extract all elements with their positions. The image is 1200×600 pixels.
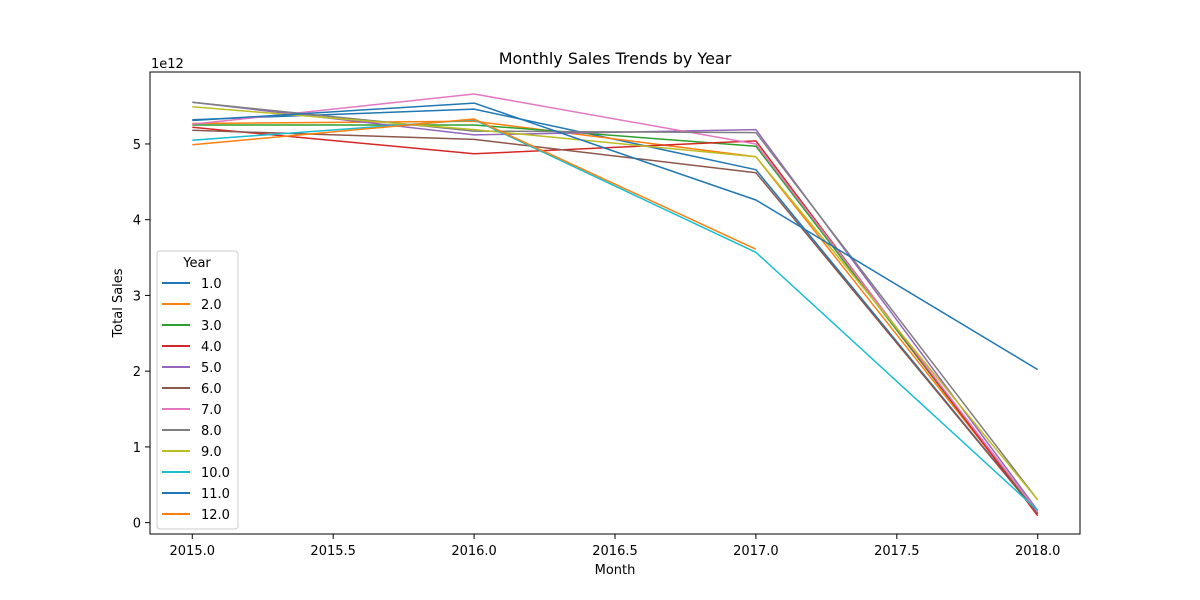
series-line-2-0 bbox=[192, 120, 1039, 514]
series-line-9-0 bbox=[192, 106, 1039, 501]
x-tick-label: 2018.0 bbox=[1015, 544, 1061, 559]
legend-label: 1.0 bbox=[201, 277, 222, 292]
series-line-10-0 bbox=[192, 118, 1039, 512]
x-tick-label: 2016.5 bbox=[592, 544, 638, 559]
legend-label: 5.0 bbox=[201, 361, 222, 376]
y-tick-label: 0 bbox=[133, 517, 141, 532]
legend-label: 7.0 bbox=[201, 403, 222, 418]
legend-label: 12.0 bbox=[201, 508, 230, 523]
y-tick-label: 4 bbox=[133, 214, 141, 229]
legend-label: 11.0 bbox=[201, 487, 230, 502]
legend-label: 2.0 bbox=[201, 298, 222, 313]
x-tick-label: 2015.0 bbox=[170, 544, 216, 559]
y-offset-text: 1e12 bbox=[151, 57, 184, 72]
plot-area-frame bbox=[149, 71, 1081, 535]
legend-label: 10.0 bbox=[201, 466, 230, 481]
chart-title: Monthly Sales Trends by Year bbox=[499, 49, 732, 68]
legend-label: 8.0 bbox=[201, 424, 222, 439]
legend-label: 4.0 bbox=[201, 340, 222, 355]
legend-label: 9.0 bbox=[201, 445, 222, 460]
x-tick-label: 2017.0 bbox=[733, 544, 779, 559]
x-axis-label: Month bbox=[595, 563, 636, 578]
x-tick-label: 2015.5 bbox=[310, 544, 356, 559]
series-line-5-0 bbox=[192, 101, 1039, 511]
legend-box bbox=[156, 250, 239, 530]
y-axis-label: Total Sales bbox=[111, 268, 126, 338]
series-line-11-0 bbox=[192, 102, 1039, 371]
series-line-12-0 bbox=[192, 118, 757, 250]
x-tick-label: 2016.0 bbox=[451, 544, 497, 559]
y-tick-label: 5 bbox=[133, 138, 141, 153]
y-axis-ticks: 0 1 2 3 4 5 bbox=[133, 138, 150, 532]
x-tick-label: 2017.5 bbox=[874, 544, 920, 559]
legend-label: 3.0 bbox=[201, 319, 222, 334]
y-tick-label: 1 bbox=[133, 441, 141, 456]
x-axis-ticks: 2015.0 2015.5 2016.0 2016.5 2017.0 2017.5 2018… bbox=[170, 534, 1061, 559]
y-tick-label: 3 bbox=[133, 289, 141, 304]
series-lines bbox=[192, 93, 1039, 517]
legend: Year 1.0 2.0 3.0 4.0 5.0 6.0 7.0 8.0 9.0 10.0 11.0 1… bbox=[156, 250, 239, 530]
legend-title: Year bbox=[182, 256, 211, 271]
series-line-3-0 bbox=[192, 124, 1039, 515]
series-line-6-0 bbox=[192, 129, 1039, 515]
legend-label: 6.0 bbox=[201, 382, 222, 397]
y-tick-label: 2 bbox=[133, 365, 141, 380]
series-line-8-0 bbox=[192, 101, 1039, 501]
series-line-1-0 bbox=[192, 108, 1039, 515]
